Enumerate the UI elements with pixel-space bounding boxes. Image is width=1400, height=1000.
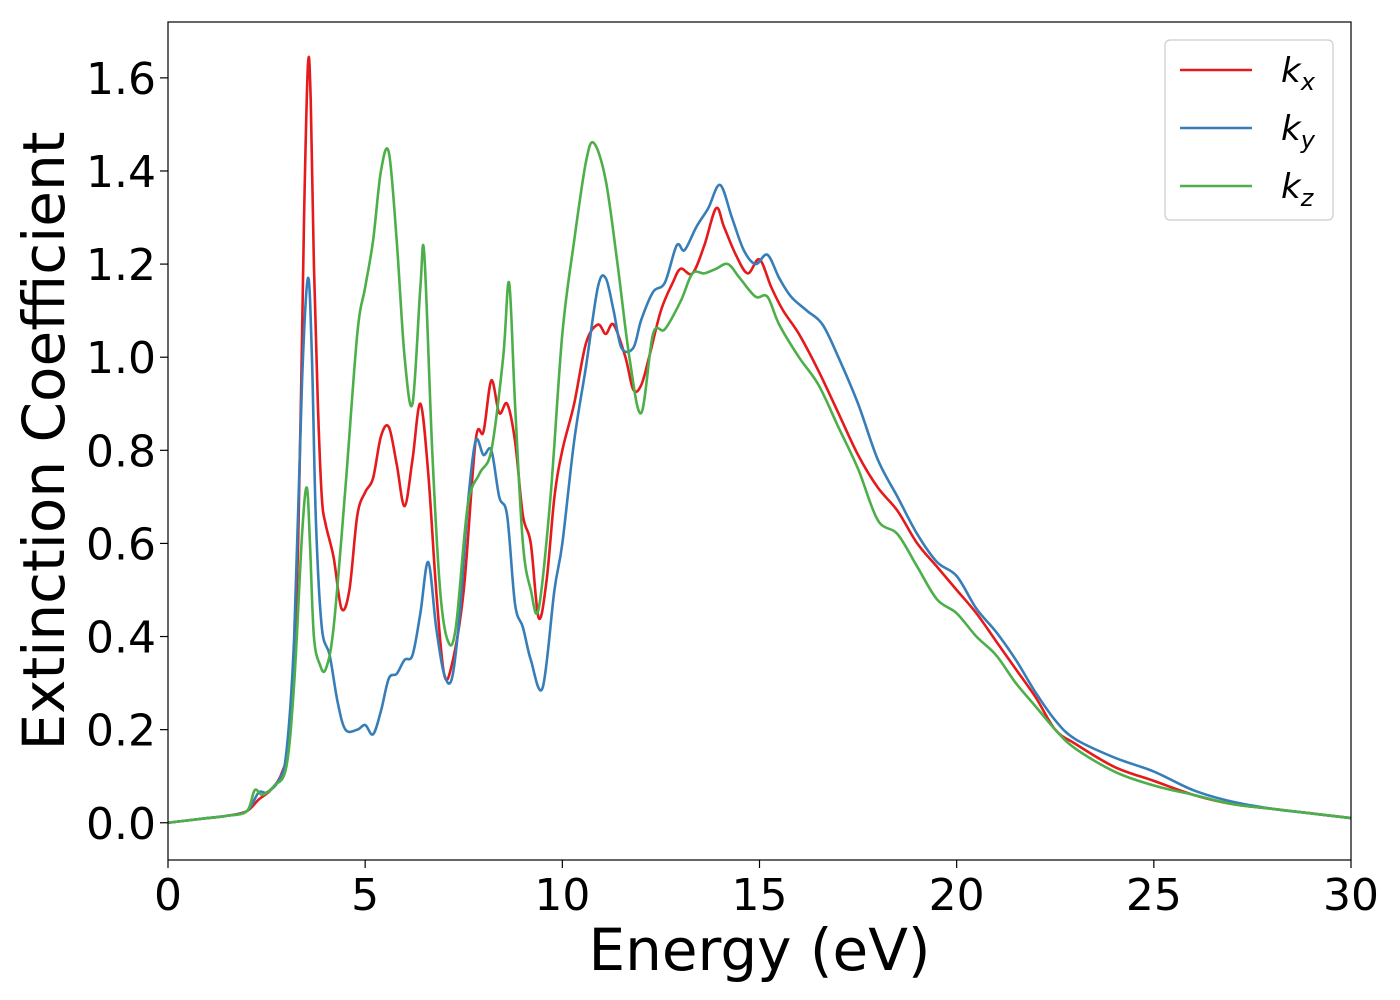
- series-line-kz: [167, 140, 1352, 825]
- y-tick-label: 0.4: [86, 613, 156, 664]
- legend: kx ky kz: [1164, 39, 1334, 221]
- series-line-kx: [167, 55, 1352, 825]
- x-axis-title: Energy (eV): [588, 916, 930, 984]
- y-tick-label: 1.0: [86, 333, 156, 384]
- x-tick-label: 30: [1323, 870, 1379, 921]
- legend-box: [1164, 39, 1334, 221]
- y-tick-label: 1.2: [86, 240, 156, 291]
- x-tick-label: 10: [534, 870, 590, 921]
- y-axis-title: Extinction Coefficient: [10, 132, 78, 751]
- series-line-ky: [167, 183, 1352, 825]
- legend-label-ky: ky: [1281, 109, 1316, 154]
- y-tick-label: 0.8: [86, 426, 156, 477]
- y-tick-label: 1.4: [86, 147, 156, 198]
- x-tick-label: 5: [351, 870, 379, 921]
- y-tick-label: 1.6: [86, 54, 156, 105]
- y-tick-label: 0.0: [86, 799, 156, 850]
- x-tick-label: 15: [732, 870, 788, 921]
- x-axis: 0 5 10 15 20 25 30: [154, 860, 1379, 921]
- x-tick-label: 20: [929, 870, 985, 921]
- y-tick-label: 0.2: [86, 706, 156, 757]
- y-tick-label: 0.6: [86, 519, 156, 570]
- series-layer: [167, 55, 1352, 825]
- legend-label-kx: kx: [1281, 51, 1316, 96]
- x-tick-label: 0: [154, 870, 182, 921]
- legend-label-kz: kz: [1281, 167, 1315, 212]
- y-axis: 0.0 0.2 0.4 0.6 0.8 1.0 1.2 1.4 1.6: [86, 54, 168, 850]
- x-tick-label: 25: [1126, 870, 1182, 921]
